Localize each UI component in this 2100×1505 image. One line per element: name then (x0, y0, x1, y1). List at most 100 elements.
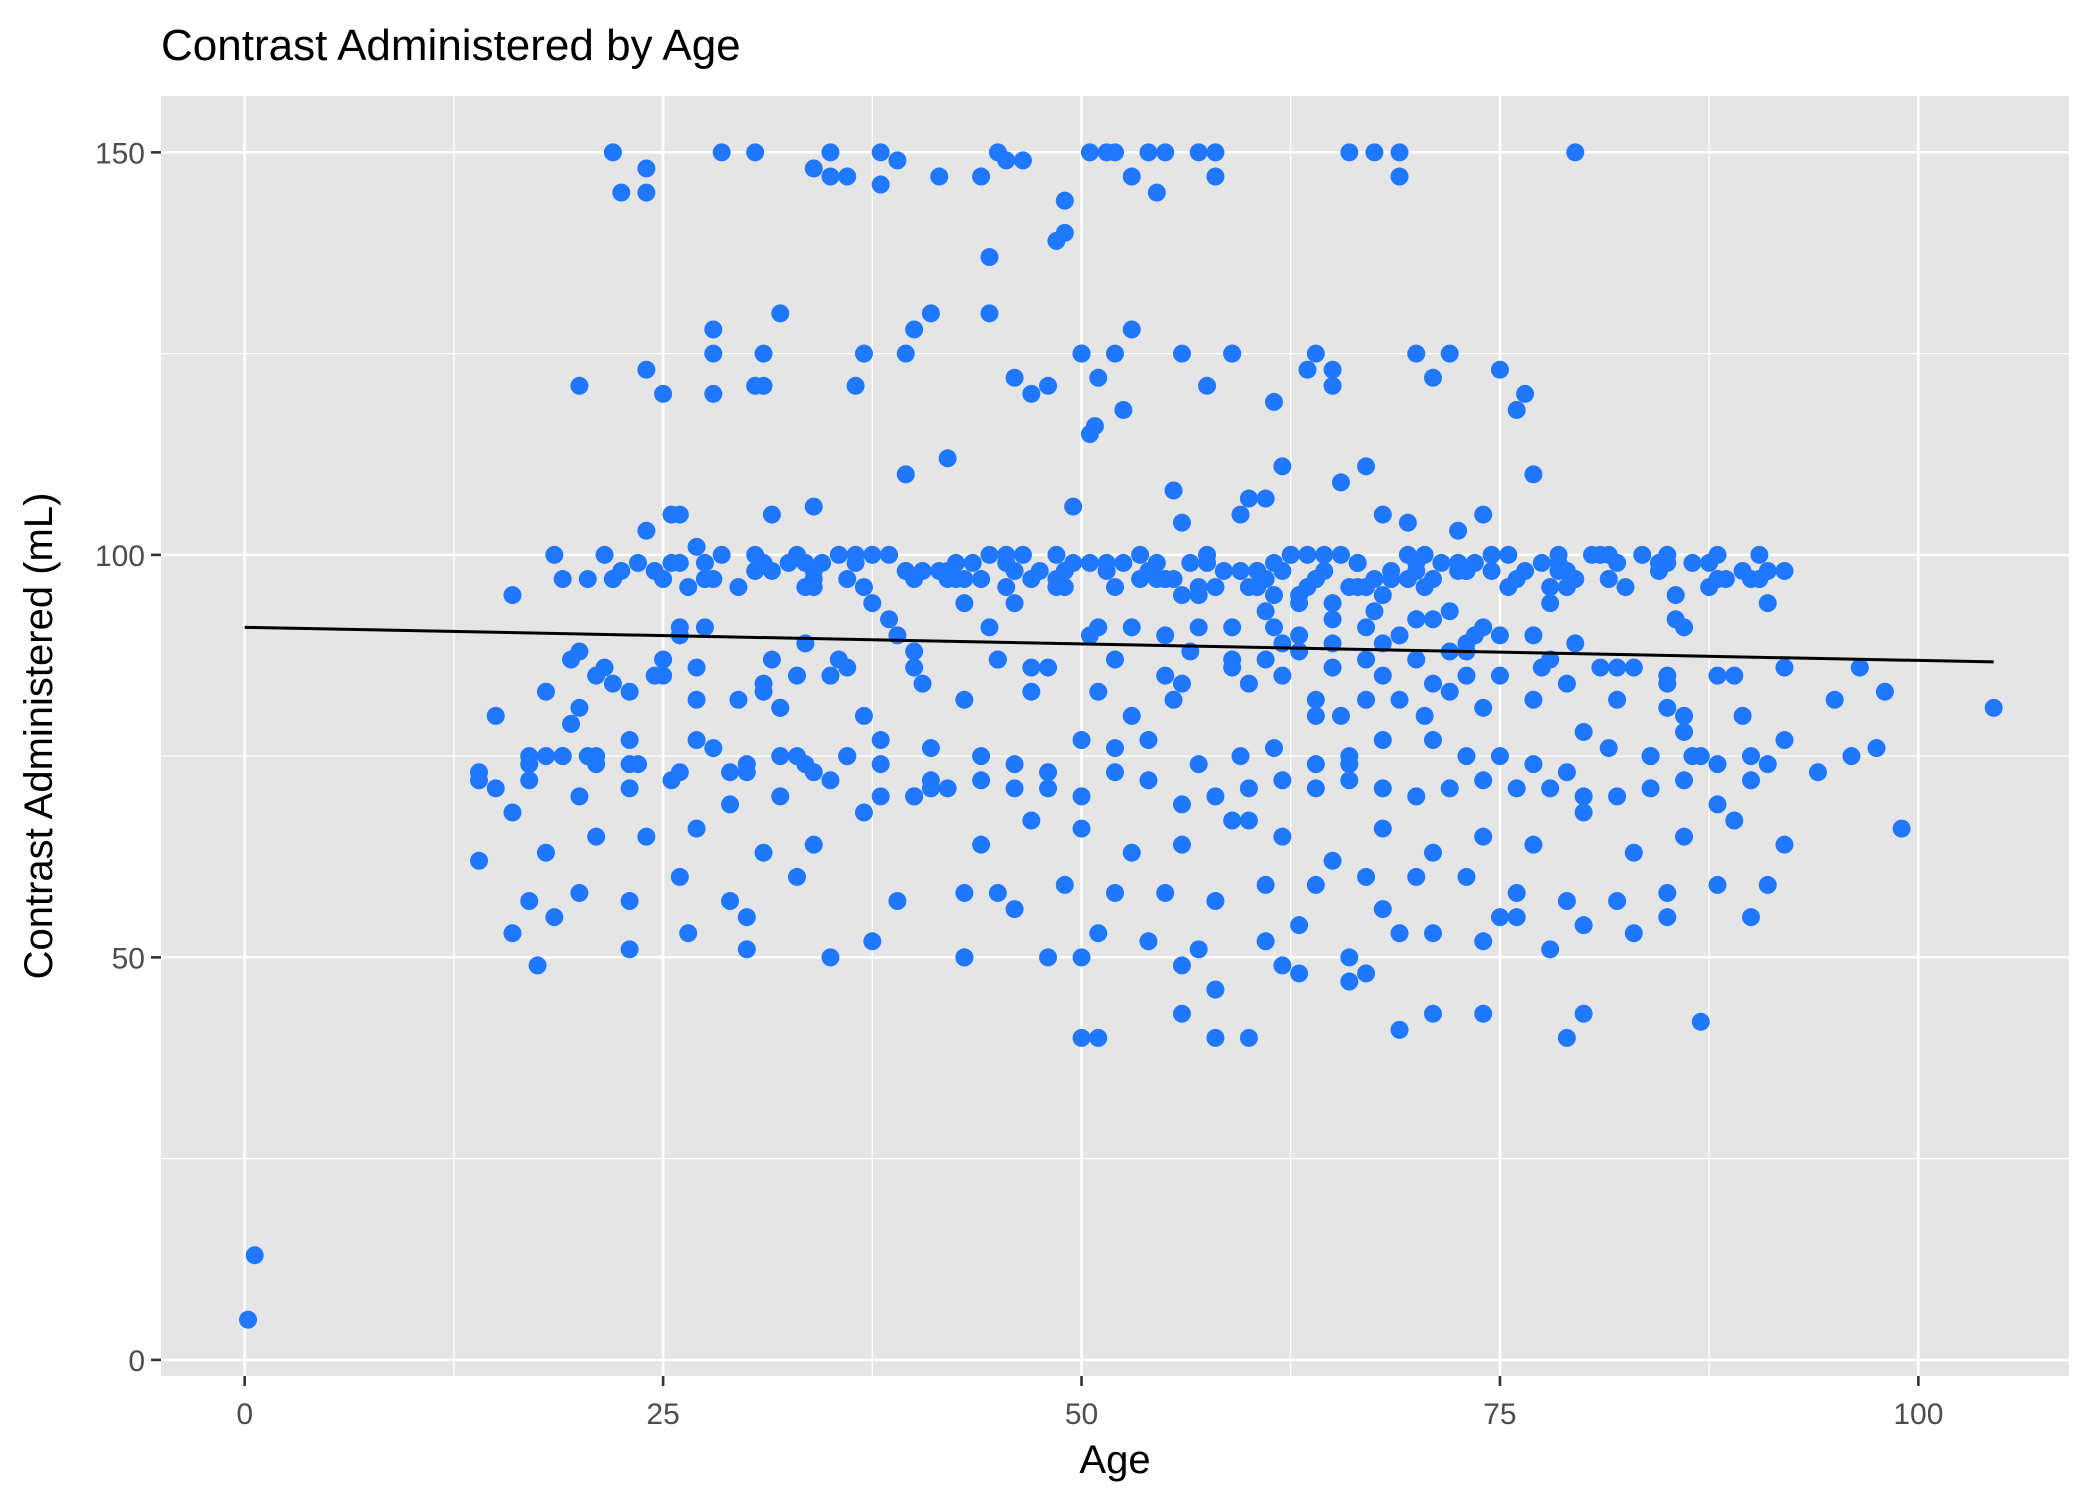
data-point (470, 771, 488, 790)
data-point (1340, 578, 1359, 597)
data-point (1265, 392, 1283, 411)
data-point (896, 344, 915, 363)
data-point (1340, 143, 1359, 162)
data-point (1708, 755, 1727, 774)
data-point (1574, 722, 1593, 741)
data-point (1005, 900, 1024, 919)
data-point (670, 505, 689, 524)
data-point (1198, 545, 1217, 564)
data-point (1574, 916, 1593, 935)
data-point (503, 586, 522, 605)
data-point (1549, 561, 1568, 580)
data-point (1055, 191, 1074, 210)
data-point (1892, 819, 1911, 838)
data-point (804, 159, 823, 178)
data-point (854, 706, 873, 725)
data-point (846, 376, 865, 395)
data-point (955, 570, 974, 589)
data-point (1340, 771, 1359, 790)
data-point (1825, 690, 1844, 709)
data-point (871, 787, 890, 806)
data-point (963, 553, 982, 572)
data-point (1440, 682, 1459, 701)
data-point (1198, 376, 1217, 395)
data-point (528, 956, 547, 975)
data-point (1407, 650, 1426, 669)
data-point (1080, 553, 1099, 572)
data-point (1156, 666, 1175, 685)
data-point (880, 545, 899, 564)
data-point (1172, 795, 1191, 814)
data-point (1490, 360, 1509, 379)
x-tick-label: 50 (1065, 1398, 1098, 1431)
data-point (1172, 835, 1191, 854)
data-point (838, 167, 857, 186)
data-point (1407, 561, 1426, 580)
data-point (1290, 964, 1309, 983)
data-point (754, 344, 773, 363)
data-point (1750, 545, 1769, 564)
data-point (1390, 924, 1409, 943)
data-point (854, 803, 873, 822)
data-point (1039, 763, 1058, 782)
data-point (905, 658, 924, 677)
data-point (1390, 143, 1409, 162)
data-point (1373, 634, 1392, 653)
data-point (1306, 755, 1325, 774)
data-point (1106, 739, 1124, 758)
data-point (779, 553, 798, 572)
data-point (1357, 690, 1376, 709)
data-point (1172, 513, 1191, 532)
data-point (896, 465, 915, 484)
data-point (729, 690, 748, 709)
data-point (1306, 875, 1325, 894)
data-point (545, 908, 564, 927)
data-point (1373, 731, 1392, 750)
data-point (1683, 553, 1702, 572)
x-tick-label: 25 (646, 1398, 679, 1431)
data-point (721, 892, 740, 911)
data-point (1407, 787, 1426, 806)
data-point (1013, 151, 1032, 170)
data-point (1457, 867, 1476, 886)
data-point (1675, 706, 1694, 725)
data-point (1675, 771, 1694, 790)
data-point (704, 384, 723, 403)
data-point (1273, 666, 1292, 685)
data-point (1775, 835, 1794, 854)
x-tick-label: 0 (236, 1398, 253, 1431)
data-point (1072, 948, 1091, 967)
data-point (871, 731, 890, 750)
data-point (1206, 167, 1225, 186)
data-point (1867, 739, 1886, 758)
data-point (838, 658, 857, 677)
data-point (570, 376, 589, 395)
data-point (704, 344, 723, 363)
data-point (1005, 779, 1024, 798)
data-point (821, 143, 840, 162)
data-point (1373, 779, 1392, 798)
data-point (503, 803, 522, 822)
data-point (520, 771, 539, 790)
data-point (1474, 932, 1493, 951)
data-point (620, 779, 639, 798)
data-point (1323, 610, 1342, 629)
data-point (1290, 916, 1309, 935)
data-point (1733, 706, 1752, 725)
data-point (1298, 360, 1317, 379)
data-point (1390, 626, 1409, 645)
data-point (955, 948, 974, 967)
data-point (804, 763, 823, 782)
data-point (1039, 376, 1058, 395)
data-point (1306, 344, 1325, 363)
data-point (938, 449, 957, 468)
data-point (1624, 924, 1643, 943)
data-point (1080, 143, 1099, 162)
data-point (687, 537, 706, 556)
data-point (955, 690, 974, 709)
data-point (1683, 747, 1702, 766)
data-point (1390, 690, 1409, 709)
x-axis-label: Age (1079, 1438, 1150, 1482)
data-point (553, 570, 572, 589)
